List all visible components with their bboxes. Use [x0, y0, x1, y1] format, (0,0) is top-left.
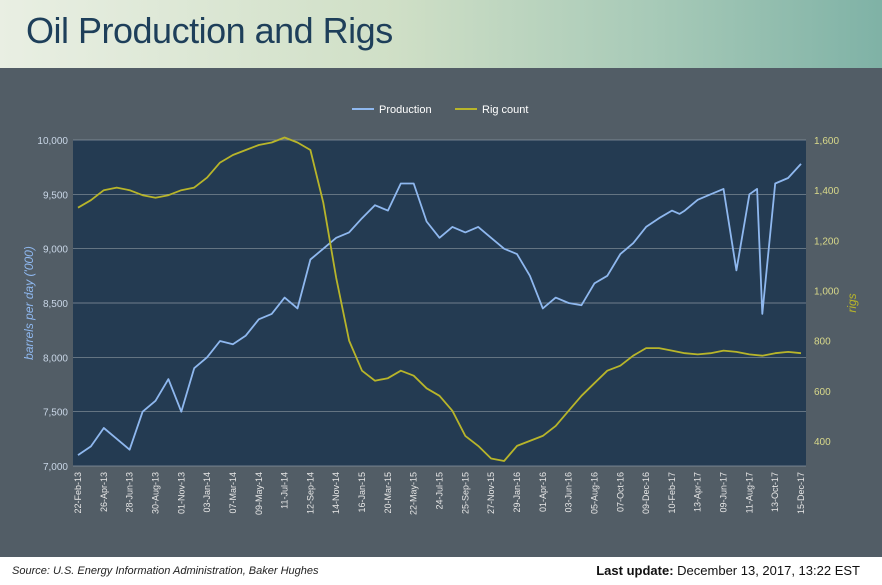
last-update: Last update: December 13, 2017, 13:22 ES… — [596, 563, 860, 578]
y-axis-label: barrels per day ('000) — [22, 246, 36, 360]
y2-tick-label: 600 — [814, 387, 831, 398]
production-line — [77, 163, 802, 456]
x-tick-label: 03-Jun-16 — [564, 472, 574, 513]
footer: Source: U.S. Energy Information Administ… — [0, 557, 882, 585]
x-tick-label: 22-May-15 — [409, 472, 419, 515]
x-tick-label: 01-Nov-13 — [176, 472, 186, 514]
x-tick-label: 15-Dec-17 — [796, 472, 806, 514]
x-tick-label: 07-Mar-14 — [228, 472, 238, 514]
x-axis: 22-Feb-13 26-Apr-13 28-Jun-13 30-Aug-13 01-N… — [73, 472, 806, 515]
y-tick-label: 8,000 — [43, 353, 68, 364]
rig-count-line — [77, 136, 802, 462]
y-tick-label: 9,500 — [43, 190, 68, 201]
chart-panel: 7,000 7,500 8,000 8,500 9,000 9,500 10,000 400… — [0, 68, 882, 557]
y-tick-label: 7,000 — [43, 462, 68, 473]
chart-svg: 7,000 7,500 8,000 8,500 9,000 9,500 10,000 400… — [22, 104, 859, 515]
x-tick-label: 05-Aug-16 — [589, 472, 599, 514]
y-tick-label: 9,000 — [43, 245, 68, 256]
x-tick-label: 13-Oct-17 — [770, 472, 780, 512]
x-tick-label: 30-Aug-13 — [150, 472, 160, 514]
x-tick-label: 13-Apr-17 — [693, 472, 703, 512]
x-tick-label: 09-Jun-17 — [719, 472, 729, 513]
x-tick-label: 29-Jan-16 — [512, 472, 522, 513]
x-tick-label: 09-May-14 — [254, 472, 264, 515]
last-update-value: December 13, 2017, 13:22 EST — [677, 563, 860, 578]
x-tick-label: 26-Apr-13 — [99, 472, 109, 512]
x-tick-label: 10-Feb-17 — [667, 472, 677, 514]
x-tick-label: 28-Jun-13 — [125, 472, 135, 513]
x-tick-label: 11-Aug-17 — [744, 472, 754, 513]
x-tick-label: 14-Nov-14 — [331, 472, 341, 514]
y2-axis-label: rigs — [845, 293, 859, 312]
y2-tick-label: 1,600 — [814, 136, 839, 147]
y-tick-label: 8,500 — [43, 299, 68, 310]
x-tick-label: 22-Feb-13 — [73, 472, 83, 514]
x-tick-label: 03-Jan-14 — [202, 472, 212, 513]
x-tick-label: 25-Sep-15 — [460, 472, 470, 514]
y2-tick-label: 400 — [814, 437, 831, 448]
x-tick-label: 27-Nov-15 — [486, 472, 496, 514]
grid-lines — [73, 139, 806, 467]
y2-tick-label: 1,200 — [814, 236, 839, 247]
x-tick-label: 24-Jul-15 — [435, 472, 445, 510]
page-title: Oil Production and Rigs — [26, 10, 393, 51]
legend-label: Rig count — [482, 104, 528, 116]
x-tick-label: 11-Jul-14 — [280, 472, 290, 509]
source-text: Source: U.S. Energy Information Administ… — [12, 565, 319, 577]
x-tick-label: 20-Mar-15 — [383, 472, 393, 514]
y2-tick-label: 800 — [814, 337, 831, 348]
x-tick-label: 01-Apr-16 — [538, 472, 548, 512]
legend-label: Production — [379, 104, 432, 116]
series-group — [77, 136, 802, 462]
y-axis-right: 400 600 800 1,000 1,200 1,400 1,600 — [814, 136, 839, 448]
y-axis-left: 7,000 7,500 8,000 8,500 9,000 9,500 10,000 — [37, 136, 68, 473]
x-tick-label: 12-Sep-14 — [305, 472, 315, 514]
y-tick-label: 10,000 — [37, 136, 68, 147]
header-banner: Oil Production and Rigs — [0, 0, 882, 68]
x-tick-label: 16-Jan-15 — [357, 472, 367, 513]
legend: Production Rig count — [352, 104, 528, 116]
y-tick-label: 7,500 — [43, 408, 68, 419]
x-tick-label: 09-Dec-16 — [641, 472, 651, 514]
y2-tick-label: 1,000 — [814, 286, 839, 297]
last-update-label: Last update: — [596, 563, 674, 578]
x-tick-label: 07-Oct-16 — [615, 472, 625, 512]
y2-tick-label: 1,400 — [814, 186, 839, 197]
